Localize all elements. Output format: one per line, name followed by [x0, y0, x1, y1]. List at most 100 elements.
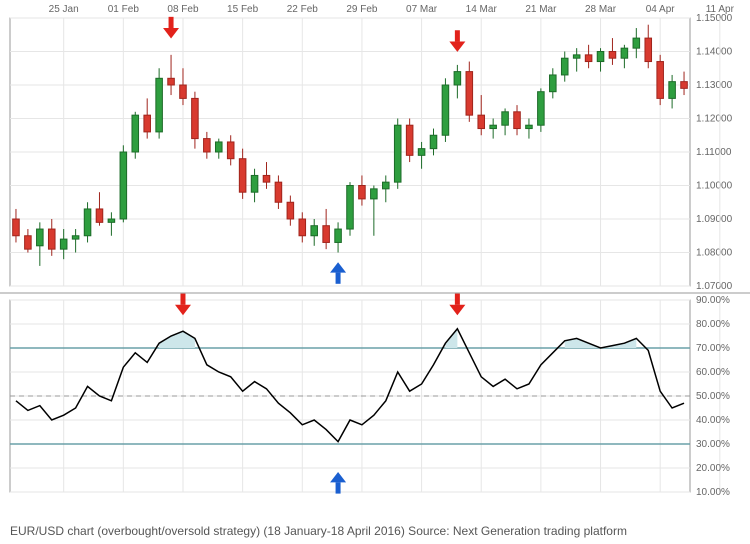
x-label: 15 Feb [227, 4, 259, 15]
candle-body [645, 38, 652, 61]
arrow-head [330, 472, 346, 482]
osc-ylabel: 50.00% [696, 391, 730, 402]
candle-body [561, 58, 568, 75]
candle-body [406, 125, 413, 155]
candle-body [478, 115, 485, 128]
x-label: 04 Apr [646, 4, 676, 15]
arrow-head [163, 28, 179, 38]
candle-body [394, 125, 401, 182]
chart-container: 1.07000 1.08000 1.09000 1.10000 1.11000 1.120… [0, 0, 750, 544]
candle-body [502, 112, 509, 125]
candle-body [359, 186, 366, 199]
arrow-tail [455, 30, 460, 41]
price-ylabel: 1.07000 [696, 281, 733, 292]
chart-svg: 1.07000 1.08000 1.09000 1.10000 1.11000 1.120… [0, 0, 750, 544]
osc-ylabel: 60.00% [696, 367, 730, 378]
candle-body [454, 72, 461, 85]
x-label: 25 Jan [49, 4, 79, 15]
candle-body [335, 229, 342, 242]
x-label: 08 Feb [167, 4, 199, 15]
candle-body [514, 112, 521, 129]
arrow-tail [336, 273, 341, 284]
candle-body [430, 135, 437, 148]
price-ylabel: 1.08000 [696, 248, 733, 259]
candle-body [204, 139, 211, 152]
arrow-tail [455, 294, 460, 305]
price-ylabel: 1.09000 [696, 214, 733, 225]
candle-body [120, 152, 127, 219]
chart-caption: EUR/USD chart (overbought/oversold strat… [10, 524, 627, 538]
osc-ylabel: 20.00% [696, 463, 730, 474]
x-label: 22 Feb [287, 4, 319, 15]
candle-body [371, 189, 378, 199]
price-ylabel: 1.12000 [696, 114, 733, 125]
candle-body [323, 226, 330, 243]
osc-ylabel: 30.00% [696, 439, 730, 450]
candle-body [681, 82, 688, 89]
osc-ylabel: 40.00% [696, 415, 730, 426]
candle-body [657, 62, 664, 99]
osc-ylabel: 90.00% [696, 295, 730, 306]
candle-body [609, 52, 616, 59]
candle-body [442, 85, 449, 135]
candle-body [299, 219, 306, 236]
candle-body [573, 55, 580, 58]
candle-body [633, 38, 640, 48]
osc-ylabel: 10.00% [696, 487, 730, 498]
x-label: 28 Mar [585, 4, 617, 15]
price-ylabel: 1.10000 [696, 181, 733, 192]
price-ylabel: 1.14000 [696, 47, 733, 58]
candle-body [418, 149, 425, 156]
candle-body [251, 175, 258, 192]
candle-body [347, 186, 354, 230]
arrow-tail [336, 482, 341, 493]
candle-body [192, 98, 199, 138]
candle-body [585, 55, 592, 62]
candle-body [239, 159, 246, 193]
price-ylabel: 1.13000 [696, 80, 733, 91]
candle-body [25, 236, 32, 249]
candle-body [96, 209, 103, 222]
candle-body [311, 226, 318, 236]
candle-body [13, 219, 20, 236]
candle-body [48, 229, 55, 249]
price-ylabel: 1.11000 [696, 147, 732, 158]
x-label: 29 Feb [346, 4, 378, 15]
arrow-tail [180, 294, 185, 305]
candle-body [490, 125, 497, 128]
x-label: 14 Mar [466, 4, 498, 15]
candle-body [538, 92, 545, 126]
candle-body [156, 78, 163, 132]
candle-body [275, 182, 282, 202]
candle-body [168, 78, 175, 85]
candle-body [227, 142, 234, 159]
candle-body [37, 229, 44, 246]
arrow-head [449, 305, 465, 315]
candle-body [132, 115, 139, 152]
candle-body [466, 72, 473, 116]
candle-body [550, 75, 557, 92]
candle-body [526, 125, 533, 128]
candle-body [180, 85, 187, 98]
candle-body [669, 82, 676, 99]
osc-ylabel: 70.00% [696, 343, 730, 354]
osc-ylabel: 80.00% [696, 319, 730, 330]
candle-body [263, 175, 270, 182]
x-label: 01 Feb [108, 4, 140, 15]
arrow-head [330, 262, 346, 272]
candle-body [72, 236, 79, 239]
candle-body [597, 52, 604, 62]
arrow-head [449, 41, 465, 51]
candle-body [287, 202, 294, 219]
candle-body [215, 142, 222, 152]
candle-body [621, 48, 628, 58]
x-label: 21 Mar [525, 4, 557, 15]
candle-body [84, 209, 91, 236]
candle-body [144, 115, 151, 132]
candle-body [108, 219, 115, 222]
x-label: 11 Apr [706, 4, 735, 15]
arrow-head [175, 305, 191, 315]
candle-body [60, 239, 67, 249]
x-label: 07 Mar [406, 4, 438, 15]
arrow-tail [169, 17, 174, 28]
